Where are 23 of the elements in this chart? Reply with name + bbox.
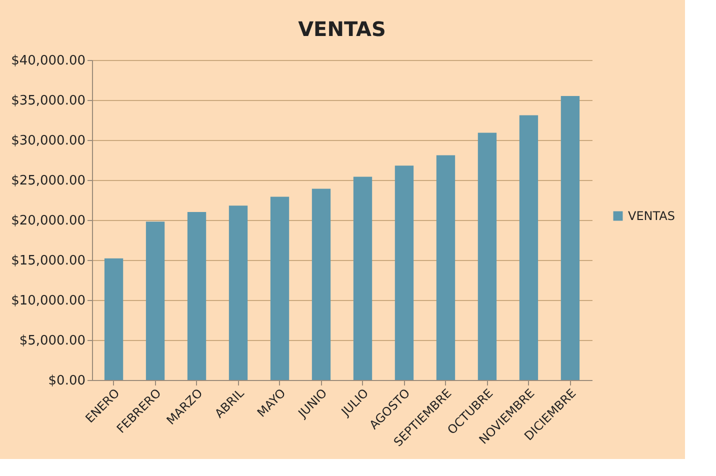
bar [228, 206, 248, 380]
y-tick-label: $40,000.00 [11, 54, 86, 68]
bar [104, 258, 124, 380]
bar [394, 166, 414, 380]
y-tick-label: $20,000.00 [11, 214, 86, 228]
bar [353, 176, 372, 380]
chart-title: VENTAS [298, 17, 386, 41]
y-tick-label: $25,000.00 [11, 174, 86, 188]
bar [270, 196, 290, 380]
y-tick-label: $15,000.00 [11, 254, 86, 268]
bar [519, 115, 538, 380]
y-tick-label: $10,000.00 [11, 294, 86, 308]
legend-label: VENTAS [628, 209, 675, 223]
bar [146, 222, 165, 380]
bar [436, 155, 456, 380]
y-tick-label: $5,000.00 [19, 334, 86, 348]
y-tick-label: $0.00 [48, 374, 86, 388]
y-tick-label: $35,000.00 [11, 94, 86, 108]
bar [312, 188, 331, 380]
bar [560, 96, 580, 380]
bar [478, 132, 497, 380]
bar [187, 212, 206, 380]
y-tick-label: $30,000.00 [11, 134, 86, 148]
